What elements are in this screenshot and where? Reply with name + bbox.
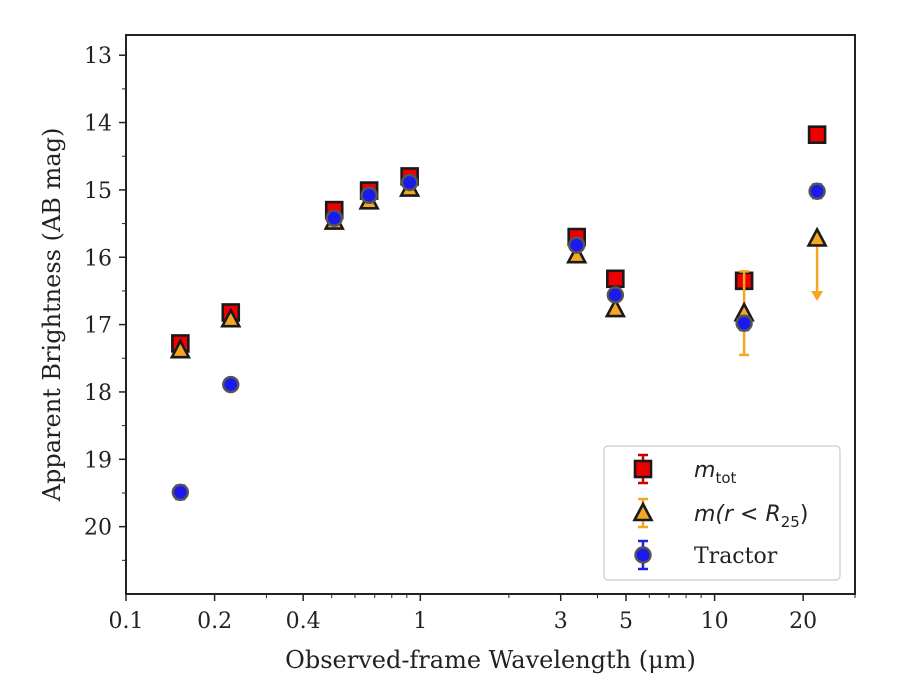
y-axis-ticks: 13 14 15 16 17 18 19 20 [84, 44, 126, 561]
data-point-circle [400, 173, 419, 192]
y-tick-label: 17 [84, 314, 112, 339]
data-point-circle [808, 182, 826, 200]
legend-label: mtot [694, 458, 736, 487]
x-tick-label: 0.2 [197, 609, 232, 634]
legend-marker-triangle [632, 501, 654, 522]
legend-label: m(r < R25) [694, 502, 808, 531]
data-point-triangle [220, 307, 242, 328]
plot-frame [125, 34, 856, 595]
upper-limit-arrow [811, 291, 824, 302]
legend-label-main: m [694, 458, 715, 483]
x-tick-label: 1 [413, 609, 427, 634]
x-tick-label: 10 [701, 609, 729, 634]
x-tick-label: 20 [789, 609, 817, 634]
data-point-circle [222, 375, 240, 394]
y-tick-label: 18 [84, 381, 112, 406]
y-tick-label: 13 [84, 44, 112, 69]
x-axis-label: Observed-frame Wavelength (μm) [285, 646, 696, 674]
data-point-circle [360, 186, 378, 204]
data-point-circle [325, 209, 343, 227]
y-axis-label: Apparent Brightness (AB mag) [38, 128, 66, 503]
data-marks [169, 125, 828, 502]
legend: mtot m(r < R25) Tractor [603, 445, 841, 581]
legend-marker-square [633, 459, 653, 479]
y-tick-label: 20 [84, 516, 112, 541]
series-1 [169, 176, 828, 359]
legend-label-sub: 25 [781, 513, 800, 531]
data-point-circle [606, 286, 625, 304]
x-tick-label: 0.1 [109, 609, 144, 634]
y-tick-label: 16 [84, 246, 112, 271]
legend-label-tail: ) [800, 502, 809, 527]
data-point-circle [735, 314, 753, 332]
x-tick-label: 5 [619, 609, 633, 634]
data-point-triangle [806, 226, 828, 247]
data-point-circle [171, 483, 190, 502]
legend-marker-circle [634, 546, 652, 564]
x-axis-ticks: 0.1 0.2 0.4 1 3 5 10 20 [109, 594, 856, 634]
data-point-square [606, 269, 625, 289]
x-tick-label: 3 [554, 609, 568, 634]
legend-label: Tractor [694, 544, 778, 569]
y-tick-label: 15 [84, 179, 112, 204]
data-point-square [807, 125, 827, 144]
legend-label-sub: tot [715, 469, 736, 487]
legend-box [603, 445, 841, 581]
x-tick-label: 0.4 [286, 609, 321, 634]
y-tick-label: 19 [84, 448, 112, 473]
data-point-triangle [169, 338, 192, 359]
legend-label-main: m(r < R [694, 502, 781, 527]
series-2 [171, 173, 826, 502]
y-tick-label: 14 [84, 112, 112, 137]
data-point-triangle [604, 297, 627, 318]
data-point-triangle [566, 243, 588, 264]
data-point-circle [568, 236, 586, 254]
series-0 [171, 125, 827, 353]
